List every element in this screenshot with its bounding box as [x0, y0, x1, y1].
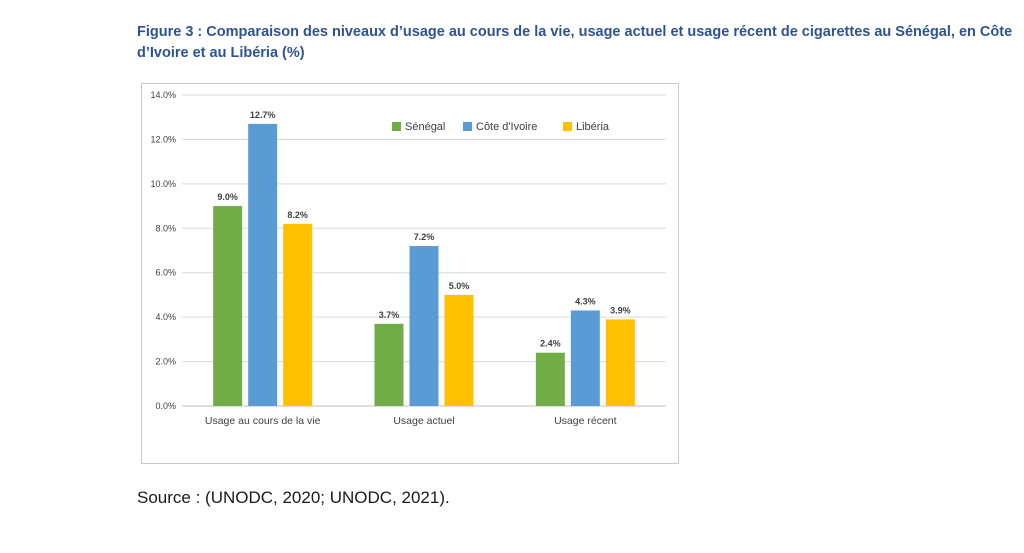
y-tick-label: 2.0% [155, 357, 176, 367]
bar-c-te-d-ivoire [409, 246, 439, 406]
legend-label: Libéria [576, 121, 610, 133]
bar-chart: 0.0% 2.0% 4.0% 6.0% 8.0% 10.0% 12.0% 14.0% 9.0% 1… [150, 90, 666, 427]
legend-swatch [463, 122, 472, 131]
y-tick-label: 0.0% [155, 401, 176, 411]
bar-s-n-gal [374, 323, 404, 406]
bar-c-te-d-ivoire [248, 123, 278, 406]
legend-swatch [392, 122, 401, 131]
legend-label: Côte d'Ivoire [476, 121, 537, 133]
data-label: 4.3% [575, 296, 596, 306]
chart-frame: 0.0% 2.0% 4.0% 6.0% 8.0% 10.0% 12.0% 14.0% 9.0% 1… [141, 83, 679, 464]
data-label: 3.9% [610, 305, 631, 315]
bar-lib-ria [283, 223, 313, 406]
bar-lib-ria [444, 294, 474, 406]
figure-title: Figure 3 : Comparaison des niveaux d’usa… [137, 24, 1013, 61]
data-label: 12.7% [250, 110, 276, 120]
legend-label: Sénégal [405, 121, 445, 133]
bar-lib-ria [605, 319, 635, 406]
data-label: 7.2% [414, 232, 435, 242]
x-category-label: Usage récent [554, 415, 617, 427]
x-category-label: Usage actuel [393, 415, 454, 427]
data-label: 8.2% [287, 210, 308, 220]
y-tick-label: 6.0% [155, 268, 176, 278]
legend-swatch [563, 122, 572, 131]
data-label: 3.7% [379, 310, 400, 320]
data-label: 5.0% [449, 281, 470, 291]
bar-s-n-gal [213, 206, 243, 406]
y-tick-label: 8.0% [155, 223, 176, 233]
data-label: 9.0% [217, 192, 238, 202]
y-tick-label: 10.0% [150, 179, 176, 189]
source-note: Source : (UNODC, 2020; UNODC, 2021). [137, 488, 450, 507]
bar-c-te-d-ivoire [570, 310, 600, 406]
y-tick-label: 14.0% [150, 90, 176, 100]
bar-s-n-gal [535, 352, 565, 406]
data-label: 2.4% [540, 339, 561, 349]
x-category-label: Usage au cours de la vie [205, 415, 321, 427]
y-tick-label: 4.0% [155, 312, 176, 322]
y-tick-label: 12.0% [150, 134, 176, 144]
